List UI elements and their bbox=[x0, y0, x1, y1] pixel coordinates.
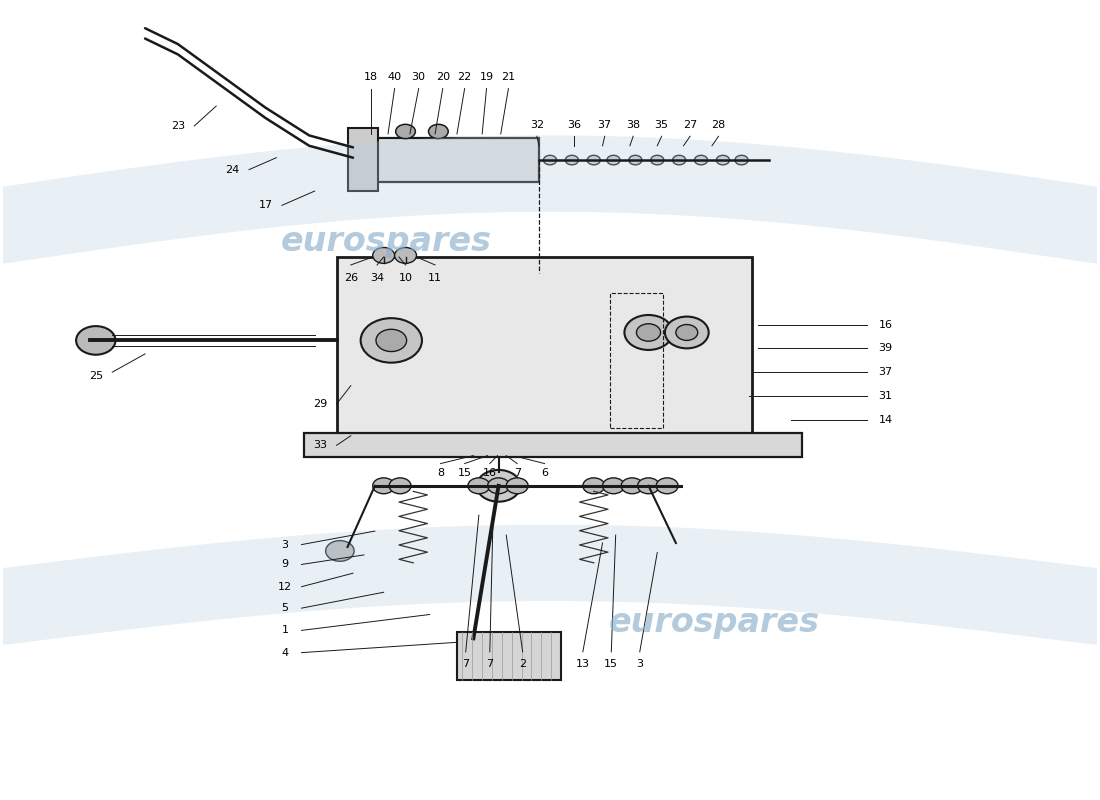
Text: 23: 23 bbox=[170, 121, 185, 131]
Text: 27: 27 bbox=[683, 120, 697, 130]
Circle shape bbox=[664, 317, 708, 348]
Circle shape bbox=[543, 155, 557, 165]
Bar bbox=[304, 434, 802, 457]
Text: 30: 30 bbox=[411, 72, 426, 82]
Circle shape bbox=[476, 470, 520, 502]
Circle shape bbox=[672, 155, 685, 165]
Text: 25: 25 bbox=[89, 371, 103, 381]
Text: 15: 15 bbox=[458, 467, 472, 478]
Bar bbox=[456, 632, 561, 680]
Text: 37: 37 bbox=[878, 367, 892, 377]
Text: 35: 35 bbox=[654, 120, 669, 130]
Circle shape bbox=[651, 155, 663, 165]
Text: 5: 5 bbox=[282, 603, 288, 613]
Text: 4: 4 bbox=[282, 648, 288, 658]
Circle shape bbox=[373, 247, 395, 263]
Text: 14: 14 bbox=[878, 415, 892, 425]
Circle shape bbox=[361, 318, 422, 362]
Text: 39: 39 bbox=[878, 343, 892, 354]
Circle shape bbox=[675, 325, 697, 341]
Circle shape bbox=[587, 155, 601, 165]
Bar bbox=[353, 138, 539, 182]
Circle shape bbox=[326, 541, 354, 562]
Text: 32: 32 bbox=[530, 120, 543, 130]
Circle shape bbox=[490, 479, 507, 492]
Text: 16: 16 bbox=[878, 319, 892, 330]
Text: 34: 34 bbox=[370, 273, 384, 283]
Text: 38: 38 bbox=[626, 120, 640, 130]
Circle shape bbox=[76, 326, 116, 354]
Circle shape bbox=[395, 247, 417, 263]
Text: 7: 7 bbox=[462, 658, 470, 669]
Circle shape bbox=[607, 155, 620, 165]
Circle shape bbox=[735, 155, 748, 165]
Text: 11: 11 bbox=[428, 273, 442, 283]
Circle shape bbox=[603, 478, 625, 494]
Text: 15: 15 bbox=[604, 658, 618, 669]
Text: 24: 24 bbox=[226, 165, 240, 174]
Circle shape bbox=[376, 330, 407, 351]
Text: 31: 31 bbox=[878, 391, 892, 401]
Circle shape bbox=[583, 478, 605, 494]
Circle shape bbox=[637, 324, 660, 342]
Circle shape bbox=[389, 478, 411, 494]
Text: 37: 37 bbox=[597, 120, 612, 130]
Bar bbox=[337, 257, 752, 436]
Circle shape bbox=[487, 478, 509, 494]
Text: 36: 36 bbox=[568, 120, 581, 130]
Text: 18: 18 bbox=[363, 72, 377, 82]
Text: 16: 16 bbox=[483, 467, 497, 478]
Circle shape bbox=[621, 478, 643, 494]
Text: 12: 12 bbox=[278, 582, 293, 592]
Text: 10: 10 bbox=[398, 273, 412, 283]
Text: 26: 26 bbox=[343, 273, 358, 283]
Text: 19: 19 bbox=[480, 72, 494, 82]
Circle shape bbox=[638, 478, 659, 494]
Circle shape bbox=[373, 478, 395, 494]
Circle shape bbox=[565, 155, 579, 165]
Text: 3: 3 bbox=[636, 658, 644, 669]
Circle shape bbox=[657, 478, 678, 494]
Text: 1: 1 bbox=[282, 626, 288, 635]
Text: 7: 7 bbox=[486, 658, 494, 669]
Text: eurospares: eurospares bbox=[280, 225, 492, 258]
Circle shape bbox=[629, 155, 642, 165]
Text: 17: 17 bbox=[258, 200, 273, 210]
Text: 8: 8 bbox=[437, 467, 444, 478]
Text: 2: 2 bbox=[519, 658, 526, 669]
Text: 40: 40 bbox=[387, 72, 402, 82]
Text: 3: 3 bbox=[282, 539, 288, 550]
Text: 33: 33 bbox=[314, 440, 327, 450]
Circle shape bbox=[468, 478, 490, 494]
Bar bbox=[610, 293, 662, 428]
Text: 7: 7 bbox=[514, 467, 520, 478]
Text: 22: 22 bbox=[458, 72, 472, 82]
Text: 13: 13 bbox=[575, 658, 590, 669]
Circle shape bbox=[694, 155, 707, 165]
Bar bbox=[348, 128, 378, 191]
Text: 6: 6 bbox=[541, 467, 548, 478]
Circle shape bbox=[429, 124, 448, 138]
Circle shape bbox=[716, 155, 729, 165]
Text: 28: 28 bbox=[712, 120, 726, 130]
Circle shape bbox=[396, 124, 416, 138]
Text: 9: 9 bbox=[282, 559, 288, 570]
Circle shape bbox=[506, 478, 528, 494]
Text: 21: 21 bbox=[502, 72, 516, 82]
Text: 20: 20 bbox=[436, 72, 450, 82]
Text: eurospares: eurospares bbox=[608, 606, 820, 639]
Circle shape bbox=[625, 315, 672, 350]
Text: 29: 29 bbox=[314, 399, 328, 409]
